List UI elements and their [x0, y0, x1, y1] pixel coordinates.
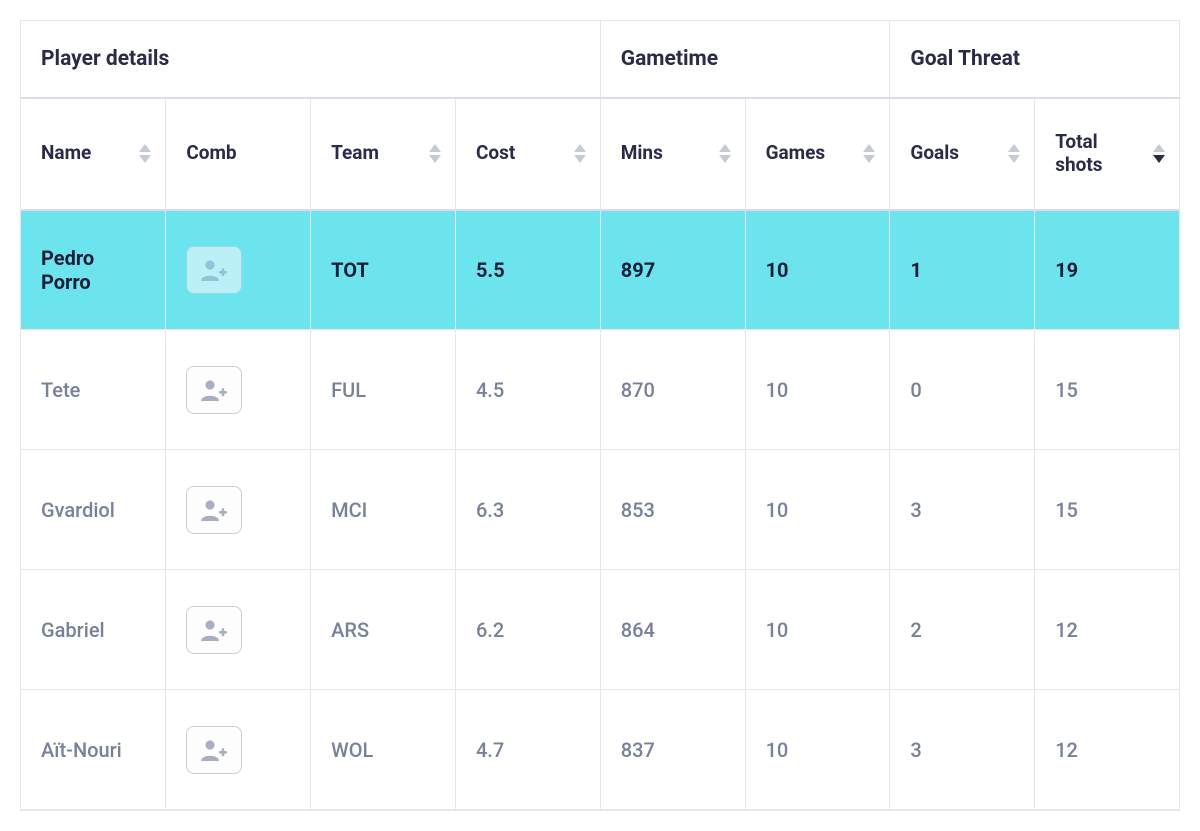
- cell-total_shots: 12: [1035, 690, 1180, 810]
- cell-comb: [166, 330, 311, 450]
- cell-games: 10: [745, 690, 890, 810]
- add-person-icon: [200, 738, 228, 762]
- add-person-icon: [200, 618, 228, 642]
- cell-cost: 4.7: [455, 690, 600, 810]
- cell-mins: 864: [600, 570, 745, 690]
- column-header-mins[interactable]: Mins: [600, 98, 745, 210]
- column-header-total_shots[interactable]: Total shots: [1035, 98, 1180, 210]
- cell-comb: [166, 690, 311, 810]
- add-person-icon: [200, 378, 228, 402]
- cell-name: Gvardiol: [21, 450, 166, 570]
- column-header-label: Games: [766, 142, 826, 165]
- sort-arrows-icon: [863, 144, 875, 163]
- add-player-button[interactable]: [186, 606, 242, 654]
- column-header-comb: Comb: [166, 98, 311, 210]
- cell-name: Tete: [21, 330, 166, 450]
- column-header-cost[interactable]: Cost: [455, 98, 600, 210]
- group-header-label: Goal Threat: [910, 47, 1020, 71]
- add-person-icon: [200, 498, 228, 522]
- group-header-gametime: Gametime: [600, 21, 890, 99]
- table-row: Aït-Nouri WOL4.783710312: [21, 690, 1180, 810]
- add-player-button[interactable]: [186, 726, 242, 774]
- player-stats-table-wrap: Player details Gametime Goal Threat Name…: [20, 20, 1180, 811]
- cell-games: 10: [745, 450, 890, 570]
- column-header-label: Mins: [621, 142, 663, 165]
- column-header-label: Team: [331, 142, 379, 165]
- cell-comb: [166, 210, 311, 330]
- column-header-label: Goals: [910, 142, 959, 165]
- add-player-button[interactable]: [186, 366, 242, 414]
- group-header-label: Player details: [41, 47, 169, 71]
- cell-goals: 0: [890, 330, 1035, 450]
- cell-team: WOL: [311, 690, 456, 810]
- cell-name: Aït-Nouri: [21, 690, 166, 810]
- sort-arrows-icon: [139, 144, 151, 163]
- sort-arrows-icon: [429, 144, 441, 163]
- cell-team: MCI: [311, 450, 456, 570]
- add-player-button[interactable]: [186, 486, 242, 534]
- cell-name: Pedro Porro: [21, 210, 166, 330]
- table-row: Tete FUL4.587010015: [21, 330, 1180, 450]
- add-player-button[interactable]: [186, 246, 242, 294]
- player-stats-table: Player details Gametime Goal Threat Name…: [21, 20, 1180, 810]
- group-header-row: Player details Gametime Goal Threat: [21, 21, 1180, 99]
- cell-total_shots: 12: [1035, 570, 1180, 690]
- column-header-label: Total shots: [1055, 131, 1145, 177]
- column-header-label: Comb: [186, 142, 236, 165]
- column-header-label: Name: [41, 142, 91, 165]
- column-header-row: Name Comb Team Cost Mins Games Goals Tota…: [21, 98, 1180, 210]
- group-header-player-details: Player details: [21, 21, 600, 99]
- cell-team: FUL: [311, 330, 456, 450]
- cell-games: 10: [745, 330, 890, 450]
- cell-goals: 1: [890, 210, 1035, 330]
- cell-cost: 6.2: [455, 570, 600, 690]
- cell-goals: 3: [890, 690, 1035, 810]
- cell-mins: 837: [600, 690, 745, 810]
- cell-goals: 2: [890, 570, 1035, 690]
- table-body: Pedro Porro TOT5.589710119Tete FUL4.5870…: [21, 210, 1180, 810]
- column-header-team[interactable]: Team: [311, 98, 456, 210]
- cell-comb: [166, 450, 311, 570]
- cell-team: ARS: [311, 570, 456, 690]
- column-header-games[interactable]: Games: [745, 98, 890, 210]
- cell-total_shots: 15: [1035, 450, 1180, 570]
- cell-cost: 5.5: [455, 210, 600, 330]
- cell-mins: 897: [600, 210, 745, 330]
- cell-name: Gabriel: [21, 570, 166, 690]
- sort-arrows-icon: [574, 144, 586, 163]
- cell-comb: [166, 570, 311, 690]
- column-header-label: Cost: [476, 142, 515, 165]
- cell-total_shots: 19: [1035, 210, 1180, 330]
- group-header-label: Gametime: [621, 47, 718, 71]
- cell-total_shots: 15: [1035, 330, 1180, 450]
- sort-arrows-icon: [1008, 144, 1020, 163]
- column-header-goals[interactable]: Goals: [890, 98, 1035, 210]
- cell-cost: 4.5: [455, 330, 600, 450]
- cell-mins: 853: [600, 450, 745, 570]
- table-row: Pedro Porro TOT5.589710119: [21, 210, 1180, 330]
- column-header-name[interactable]: Name: [21, 98, 166, 210]
- cell-cost: 6.3: [455, 450, 600, 570]
- table-row: Gvardiol MCI6.385310315: [21, 450, 1180, 570]
- table-row: Gabriel ARS6.286410212: [21, 570, 1180, 690]
- sort-arrows-icon: [1153, 144, 1165, 163]
- cell-games: 10: [745, 210, 890, 330]
- cell-goals: 3: [890, 450, 1035, 570]
- group-header-goal-threat: Goal Threat: [890, 21, 1180, 99]
- cell-team: TOT: [311, 210, 456, 330]
- add-person-icon: [200, 258, 228, 282]
- cell-mins: 870: [600, 330, 745, 450]
- sort-arrows-icon: [719, 144, 731, 163]
- cell-games: 10: [745, 570, 890, 690]
